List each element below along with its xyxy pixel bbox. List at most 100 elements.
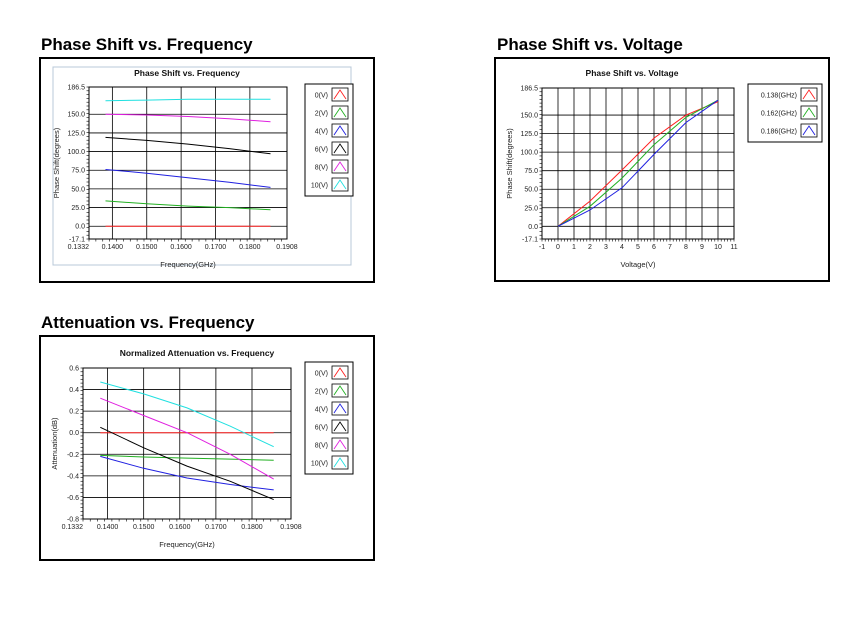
x-tick-label: 9 bbox=[700, 244, 704, 251]
legend-swatch bbox=[331, 123, 349, 138]
series-line-2 bbox=[105, 200, 271, 211]
legend-label: 8(V) bbox=[315, 443, 328, 450]
heading-phase-shift-vs-frequency: Phase Shift vs. Frequency bbox=[41, 35, 253, 54]
legend-marker bbox=[802, 125, 816, 136]
x-tick-label: 0.1800 bbox=[239, 244, 261, 251]
chart-panel-phase-voltage: Phase Shift vs. Voltage -1 0 1 2 3 4 5 6 7 8 9 10 11 1… bbox=[494, 57, 830, 282]
x-tick-label: 0.1908 bbox=[280, 524, 302, 531]
y-tick-label: 125.0 bbox=[520, 131, 538, 138]
x-tick-label: 7 bbox=[668, 244, 672, 251]
series-line-3 bbox=[100, 455, 274, 491]
chart-phase-shift-vs-voltage: Phase Shift vs. Voltage -1 0 1 2 3 4 5 6 7 8 9 10 11 1… bbox=[505, 68, 823, 269]
legend-marker bbox=[333, 421, 347, 432]
y-tick-label: 0.2 bbox=[69, 409, 79, 416]
y-tick-label: -0.4 bbox=[67, 473, 79, 480]
y-tick-label: -17.1 bbox=[522, 237, 538, 244]
legend-marker bbox=[333, 179, 347, 190]
y-tick-label: 75.0 bbox=[524, 168, 538, 175]
legend-swatch bbox=[331, 401, 349, 416]
series-line-1 bbox=[557, 101, 719, 227]
y-tick-label: 150.0 bbox=[520, 113, 538, 120]
legend-swatch bbox=[800, 123, 818, 138]
legend-marker bbox=[333, 403, 347, 414]
y-axis-label: Attenuation(dB) bbox=[50, 417, 59, 470]
plot-area bbox=[82, 367, 292, 520]
legend-marker bbox=[802, 107, 816, 118]
series-line-2 bbox=[100, 454, 274, 461]
legend-label: 6(V) bbox=[315, 425, 328, 432]
legend-label: 10(V) bbox=[311, 461, 328, 468]
x-tick-label: 6 bbox=[652, 244, 656, 251]
x-tick-label: 0.1500 bbox=[133, 524, 155, 531]
x-tick-label: 0.1332 bbox=[62, 524, 84, 531]
legend-marker bbox=[333, 457, 347, 468]
legend-swatch bbox=[331, 141, 349, 156]
legend-swatch bbox=[331, 383, 349, 398]
x-tick-label: 3 bbox=[604, 244, 608, 251]
legend-swatch bbox=[331, 87, 349, 102]
x-tick-label: 0.1800 bbox=[241, 524, 263, 531]
plot-area bbox=[88, 86, 288, 240]
legend-marker bbox=[333, 385, 347, 396]
series-line-4 bbox=[105, 136, 271, 155]
x-tick-label: 0 bbox=[556, 244, 560, 251]
chart-attenuation-vs-frequency: Normalized Attenuation vs. Frequency 0.13… bbox=[50, 348, 354, 549]
legend-label: 8(V) bbox=[315, 165, 328, 172]
legend-marker bbox=[333, 439, 347, 450]
y-axis-label: Phase Shift(degrees) bbox=[505, 128, 514, 199]
legend-marker bbox=[333, 125, 347, 136]
series-line-5 bbox=[105, 113, 271, 123]
y-tick-label: 100.0 bbox=[520, 150, 538, 157]
legend-label: 0.138(GHz) bbox=[761, 93, 797, 100]
series-line-6 bbox=[100, 381, 274, 448]
y-tick-label: 0.0 bbox=[75, 224, 85, 231]
x-tick-label: 0.1700 bbox=[205, 244, 227, 251]
legend-swatch bbox=[331, 455, 349, 470]
chart-panel-phase-frequency: Phase Shift vs. Frequency 0.1332 0.1400 0.1… bbox=[39, 57, 375, 283]
series-line-3 bbox=[557, 99, 719, 227]
legend-label: 6(V) bbox=[315, 147, 328, 154]
x-tick-label: 5 bbox=[636, 244, 640, 251]
x-tick-label: 0.1600 bbox=[170, 244, 192, 251]
x-tick-label: 4 bbox=[620, 244, 624, 251]
legend-label: 4(V) bbox=[315, 129, 328, 136]
legend-marker bbox=[802, 89, 816, 100]
chart-title: Phase Shift vs. Frequency bbox=[134, 68, 240, 78]
legend-swatch bbox=[331, 419, 349, 434]
legend-marker bbox=[333, 89, 347, 100]
y-axis-label: Phase Shift(degrees) bbox=[52, 127, 61, 198]
series-line-4 bbox=[100, 426, 274, 501]
y-tick-label: 0.0 bbox=[69, 430, 79, 437]
heading-phase-shift-vs-voltage: Phase Shift vs. Voltage bbox=[497, 35, 683, 54]
x-tick-label: 1 bbox=[572, 244, 576, 251]
y-tick-label: 186.5 bbox=[520, 86, 538, 93]
chart-title: Normalized Attenuation vs. Frequency bbox=[120, 348, 275, 358]
legend-label: 10(V) bbox=[311, 183, 328, 190]
x-axis-label: Frequency(GHz) bbox=[160, 260, 216, 269]
x-tick-label: 0.1908 bbox=[276, 244, 298, 251]
y-tick-label: 0.4 bbox=[69, 387, 79, 394]
x-tick-label: 0.1500 bbox=[136, 244, 158, 251]
y-tick-label: 50.0 bbox=[524, 187, 538, 194]
y-tick-label: 150.0 bbox=[67, 112, 85, 119]
x-tick-label: -1 bbox=[539, 244, 545, 251]
legend-box bbox=[304, 361, 354, 475]
y-tick-label: 25.0 bbox=[524, 205, 538, 212]
legend-swatch bbox=[331, 177, 349, 192]
y-tick-label: 186.5 bbox=[67, 85, 85, 92]
y-tick-label: 0.0 bbox=[528, 224, 538, 231]
y-tick-label: 125.0 bbox=[67, 130, 85, 137]
chart-panel-attenuation-frequency: Normalized Attenuation vs. Frequency 0.13… bbox=[39, 335, 375, 561]
x-tick-label: 0.1400 bbox=[97, 524, 119, 531]
y-tick-label: 100.0 bbox=[67, 149, 85, 156]
legend-swatch bbox=[331, 437, 349, 452]
legend-marker bbox=[333, 161, 347, 172]
x-axis-label: Frequency(GHz) bbox=[159, 540, 215, 549]
legend-box bbox=[304, 83, 354, 197]
chart-title: Phase Shift vs. Voltage bbox=[586, 68, 679, 78]
y-tick-label: -0.6 bbox=[67, 495, 79, 502]
legend-label: 0(V) bbox=[315, 93, 328, 100]
legend-marker bbox=[333, 143, 347, 154]
legend-label: 0.186(GHz) bbox=[761, 129, 797, 136]
legend-label: 2(V) bbox=[315, 389, 328, 396]
